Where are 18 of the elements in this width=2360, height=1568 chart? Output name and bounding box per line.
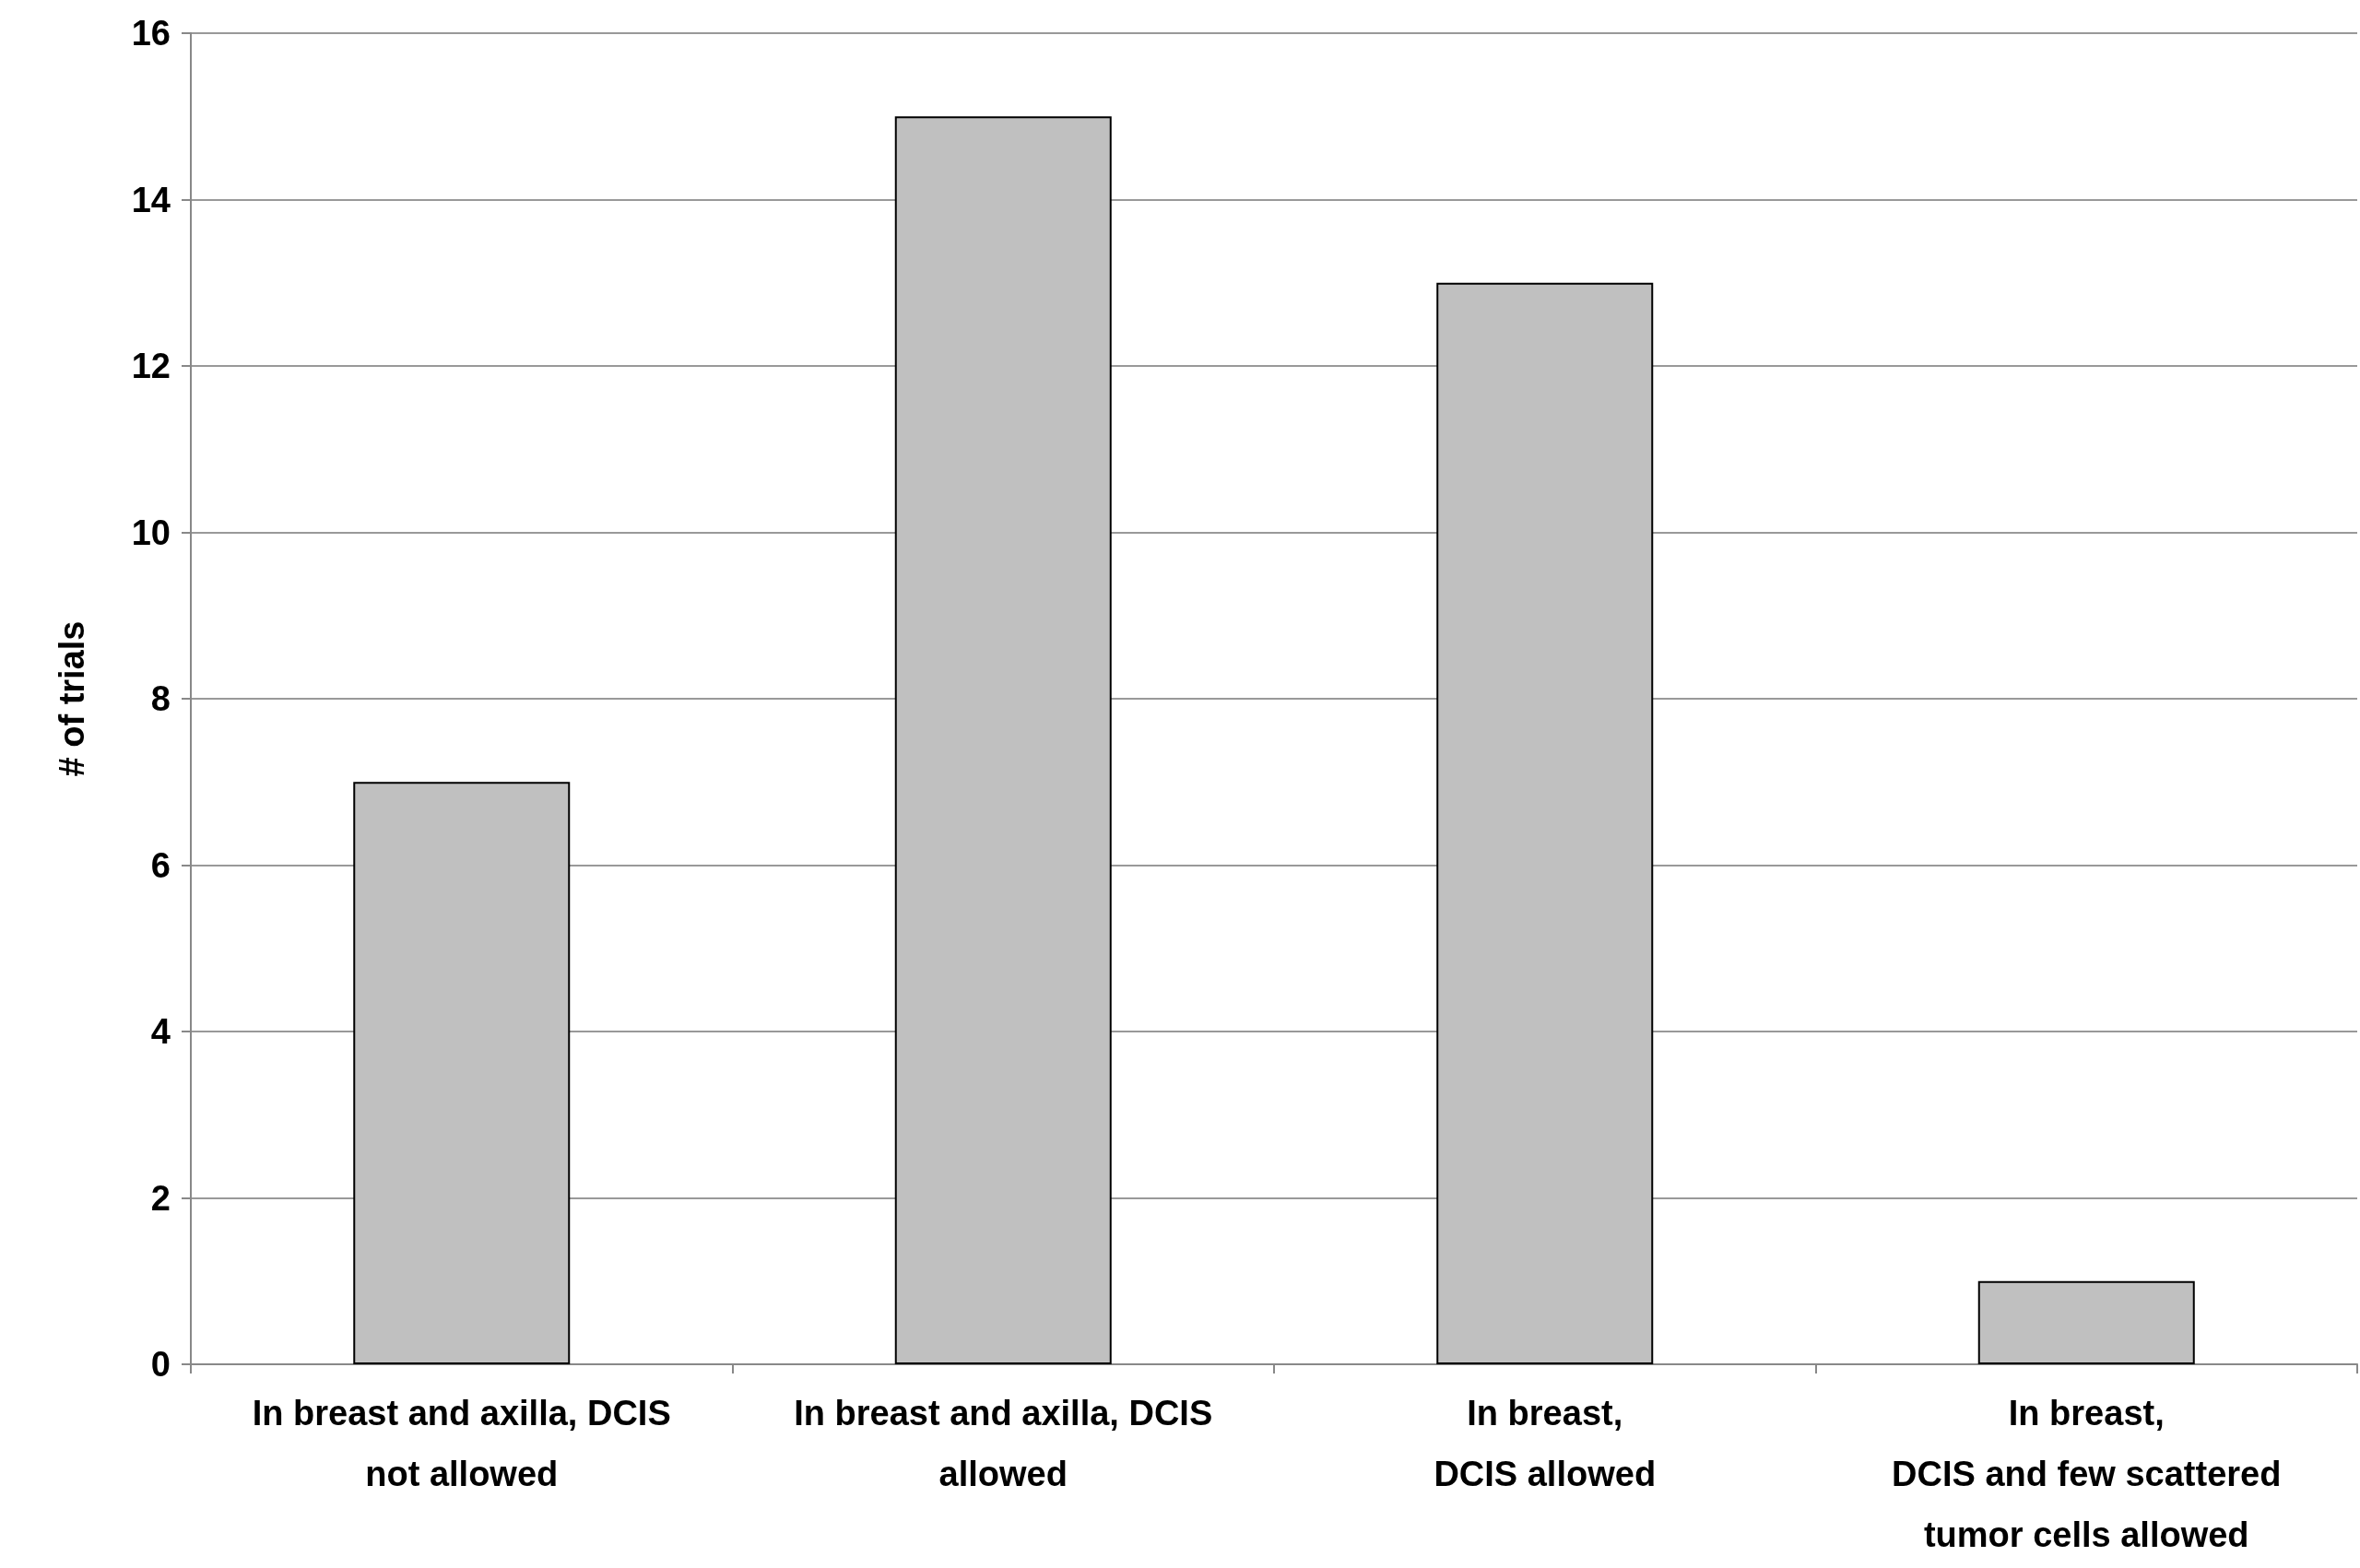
y-axis-title: # of trials [53,620,91,777]
bar [894,116,1112,1364]
bar [1977,1280,2195,1364]
y-tick-label: 6 [150,845,171,885]
bar [353,782,571,1364]
x-tick-label: In breast and axilla, DCIS not allowed [252,1394,671,1493]
y-tick-label: 4 [150,1012,171,1051]
y-tick-label: 14 [131,180,171,219]
y-tick-label: 2 [150,1178,171,1218]
y-tick-label: 10 [131,513,171,552]
bar [1436,282,1654,1364]
x-tick-label: In breast, DCIS allowed [1434,1394,1657,1493]
x-tick-label: In breast, DCIS and few scattered tumor cells allowed [1892,1394,2282,1554]
y-tick-label: 16 [131,14,171,53]
y-tick-label: 0 [150,1345,171,1384]
y-tick-label: 8 [150,679,171,718]
x-tick-label: In breast and axilla, DCIS allowed [794,1394,1213,1493]
y-tick-label: 12 [131,347,171,385]
